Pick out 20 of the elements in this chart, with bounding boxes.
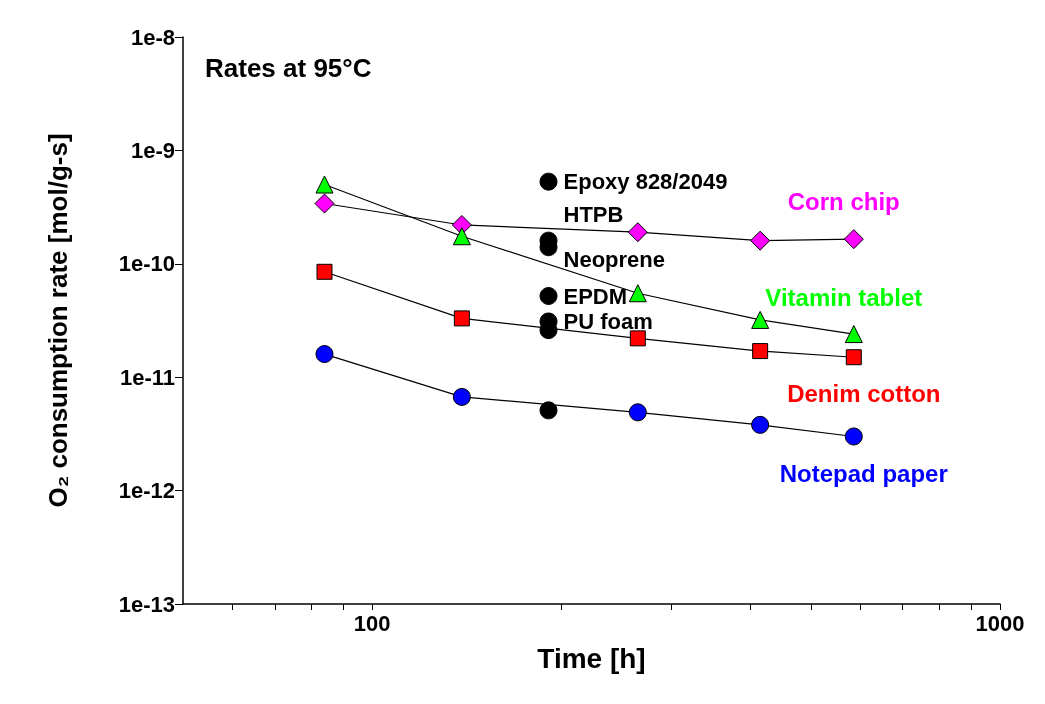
x-tick-label: 100 (353, 610, 391, 636)
series-label: Corn chip (787, 187, 900, 215)
y-tick-label: 1e-8 (130, 24, 175, 50)
y-tick-label: 1e-12 (118, 478, 175, 504)
series-label: Vitamin tablet (765, 283, 923, 311)
y-tick-label: 1e-13 (118, 591, 175, 617)
text: Rates at 95°C (205, 53, 372, 83)
y-tick-label: 1e-10 (118, 251, 175, 277)
series-label: EPDM (563, 283, 628, 309)
x-axis-title: Time [h] (537, 642, 646, 674)
y-tick-label: 1e-11 (119, 364, 175, 390)
x-tick-label: 1000 (975, 610, 1025, 636)
series-label: Denim cotton (787, 379, 941, 407)
series-label: Notepad paper (779, 459, 948, 487)
y-axis-title: O₂ consumption rate [mol/g-s] (43, 133, 73, 508)
series-label: HTPB (563, 202, 624, 228)
series-label: Neoprene (563, 246, 665, 272)
series-label: PU foam (563, 308, 653, 334)
y-tick-label: 1e-9 (130, 137, 175, 163)
series-label: Epoxy 828/2049 (563, 169, 728, 195)
